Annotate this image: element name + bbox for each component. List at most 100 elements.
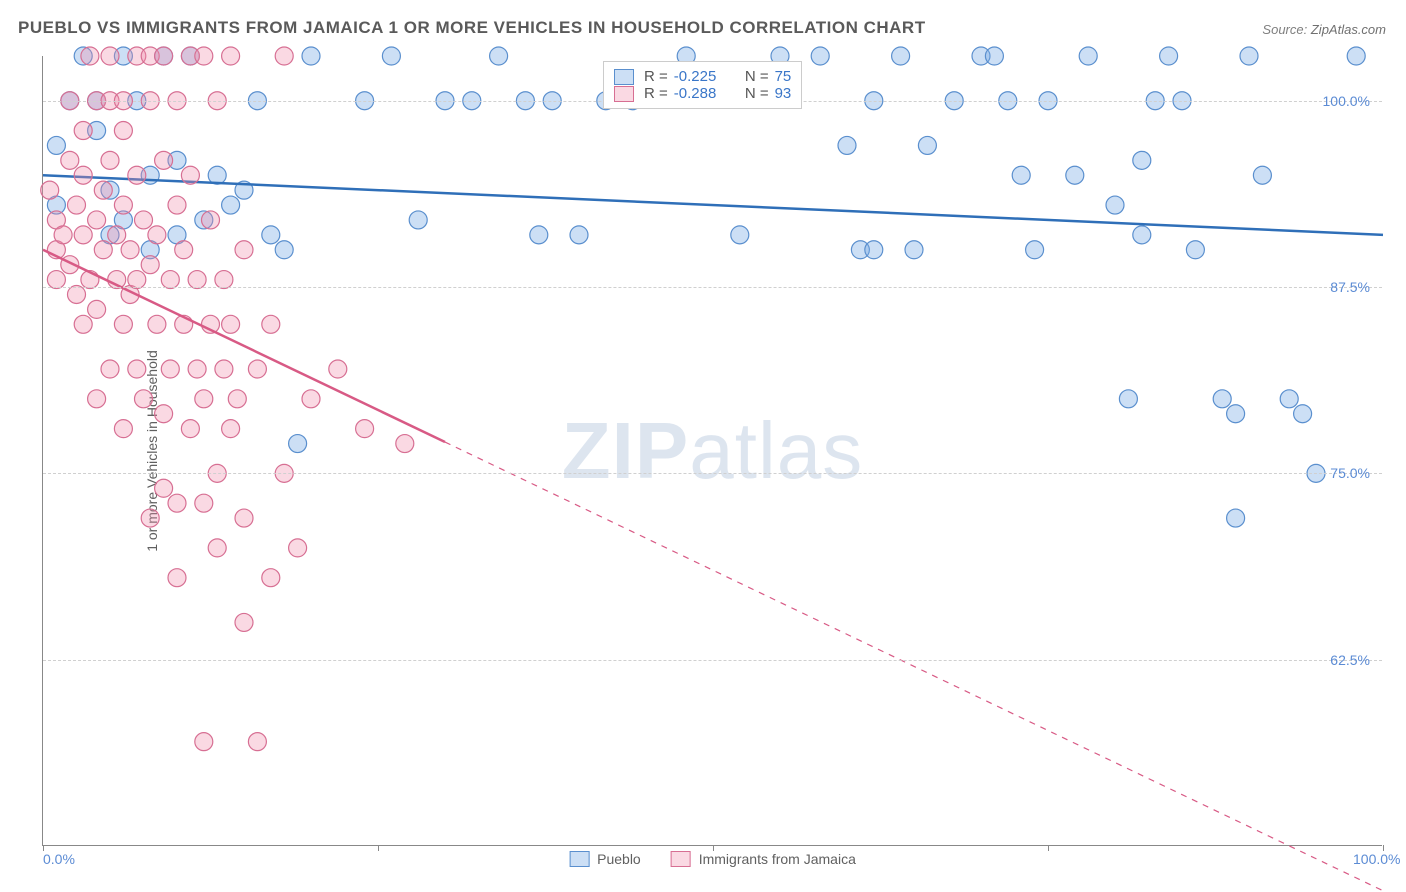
y-tick-label: 62.5% <box>1330 652 1370 668</box>
scatter-point-jamaica <box>195 47 213 65</box>
scatter-point-jamaica <box>248 733 266 751</box>
scatter-point-pueblo <box>1294 405 1312 423</box>
scatter-point-pueblo <box>1133 151 1151 169</box>
scatter-point-pueblo <box>838 136 856 154</box>
scatter-point-jamaica <box>195 733 213 751</box>
legend-swatch-pueblo <box>569 851 589 867</box>
n-value-jamaica: 93 <box>775 85 792 102</box>
series-legend-label-jamaica: Immigrants from Jamaica <box>699 851 856 867</box>
scatter-point-pueblo <box>409 211 427 229</box>
scatter-point-pueblo <box>302 47 320 65</box>
scatter-point-pueblo <box>289 435 307 453</box>
scatter-point-pueblo <box>1119 390 1137 408</box>
scatter-point-jamaica <box>155 479 173 497</box>
scatter-point-pueblo <box>1280 390 1298 408</box>
y-tick-label: 75.0% <box>1330 465 1370 481</box>
scatter-point-jamaica <box>161 271 179 289</box>
series-legend: Pueblo Immigrants from Jamaica <box>569 851 856 867</box>
scatter-point-pueblo <box>865 241 883 259</box>
scatter-point-jamaica <box>101 47 119 65</box>
trendline-jamaica-solid <box>43 250 445 442</box>
scatter-point-pueblo <box>1240 47 1258 65</box>
scatter-point-jamaica <box>302 390 320 408</box>
scatter-point-pueblo <box>222 196 240 214</box>
scatter-point-jamaica <box>135 390 153 408</box>
correlation-legend-row-jamaica: R = -0.288 N = 93 <box>614 85 791 102</box>
scatter-point-jamaica <box>329 360 347 378</box>
scatter-point-jamaica <box>155 405 173 423</box>
scatter-point-pueblo <box>892 47 910 65</box>
scatter-point-pueblo <box>262 226 280 244</box>
y-tick-label: 87.5% <box>1330 279 1370 295</box>
scatter-point-jamaica <box>175 241 193 259</box>
scatter-point-pueblo <box>1227 405 1245 423</box>
scatter-point-pueblo <box>1186 241 1204 259</box>
y-tick-label: 100.0% <box>1323 93 1370 109</box>
scatter-point-pueblo <box>811 47 829 65</box>
scatter-point-jamaica <box>114 315 132 333</box>
scatter-point-pueblo <box>1253 166 1271 184</box>
scatter-point-jamaica <box>68 196 86 214</box>
scatter-point-pueblo <box>1066 166 1084 184</box>
scatter-point-jamaica <box>54 226 72 244</box>
scatter-point-jamaica <box>235 241 253 259</box>
scatter-point-jamaica <box>135 211 153 229</box>
scatter-point-jamaica <box>101 151 119 169</box>
scatter-point-jamaica <box>128 360 146 378</box>
legend-swatch-jamaica <box>671 851 691 867</box>
scatter-point-jamaica <box>222 315 240 333</box>
scatter-point-pueblo <box>985 47 1003 65</box>
r-label: R = <box>644 68 668 85</box>
scatter-point-jamaica <box>188 360 206 378</box>
scatter-point-jamaica <box>181 166 199 184</box>
scatter-point-jamaica <box>148 226 166 244</box>
trendline-pueblo <box>43 175 1383 235</box>
scatter-point-pueblo <box>1347 47 1365 65</box>
scatter-point-jamaica <box>68 285 86 303</box>
scatter-point-jamaica <box>155 151 173 169</box>
scatter-point-jamaica <box>181 420 199 438</box>
scatter-point-jamaica <box>114 196 132 214</box>
scatter-point-jamaica <box>108 226 126 244</box>
scatter-point-jamaica <box>74 226 92 244</box>
scatter-point-jamaica <box>81 47 99 65</box>
scatter-point-jamaica <box>215 360 233 378</box>
scatter-point-jamaica <box>94 241 112 259</box>
scatter-point-pueblo <box>1079 47 1097 65</box>
scatter-point-jamaica <box>235 613 253 631</box>
source-value: ZipAtlas.com <box>1311 22 1386 37</box>
scatter-point-jamaica <box>121 241 139 259</box>
scatter-point-jamaica <box>155 47 173 65</box>
x-tick-label: 100.0% <box>1353 851 1400 867</box>
scatter-point-jamaica <box>262 569 280 587</box>
scatter-point-pueblo <box>918 136 936 154</box>
legend-swatch-jamaica <box>614 86 634 102</box>
scatter-point-jamaica <box>228 390 246 408</box>
correlation-legend: R = -0.225 N = 75R = -0.288 N = 93 <box>603 61 802 109</box>
series-legend-item-jamaica: Immigrants from Jamaica <box>671 851 856 867</box>
scatter-point-jamaica <box>215 271 233 289</box>
scatter-point-jamaica <box>168 569 186 587</box>
scatter-point-jamaica <box>61 151 79 169</box>
scatter-point-pueblo <box>1012 166 1030 184</box>
scatter-point-jamaica <box>47 271 65 289</box>
n-label: N = <box>745 68 769 85</box>
r-value-pueblo: -0.225 <box>674 68 717 85</box>
scatter-point-jamaica <box>188 271 206 289</box>
scatter-point-pueblo <box>1213 390 1231 408</box>
scatter-point-jamaica <box>222 47 240 65</box>
scatter-point-pueblo <box>1133 226 1151 244</box>
scatter-point-jamaica <box>195 390 213 408</box>
scatter-point-jamaica <box>356 420 374 438</box>
scatter-point-pueblo <box>530 226 548 244</box>
gridline <box>43 660 1382 661</box>
scatter-point-pueblo <box>1026 241 1044 259</box>
r-label: R = <box>644 85 668 102</box>
series-legend-label-pueblo: Pueblo <box>597 851 641 867</box>
scatter-point-jamaica <box>74 166 92 184</box>
scatter-point-pueblo <box>570 226 588 244</box>
r-value-jamaica: -0.288 <box>674 85 717 102</box>
gridline <box>43 473 1382 474</box>
scatter-point-jamaica <box>114 420 132 438</box>
scatter-point-jamaica <box>161 360 179 378</box>
